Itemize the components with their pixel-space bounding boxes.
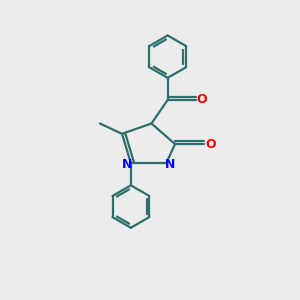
Text: O: O bbox=[197, 93, 207, 106]
Text: N: N bbox=[164, 158, 175, 171]
Text: O: O bbox=[206, 138, 216, 151]
Text: N: N bbox=[122, 158, 133, 171]
